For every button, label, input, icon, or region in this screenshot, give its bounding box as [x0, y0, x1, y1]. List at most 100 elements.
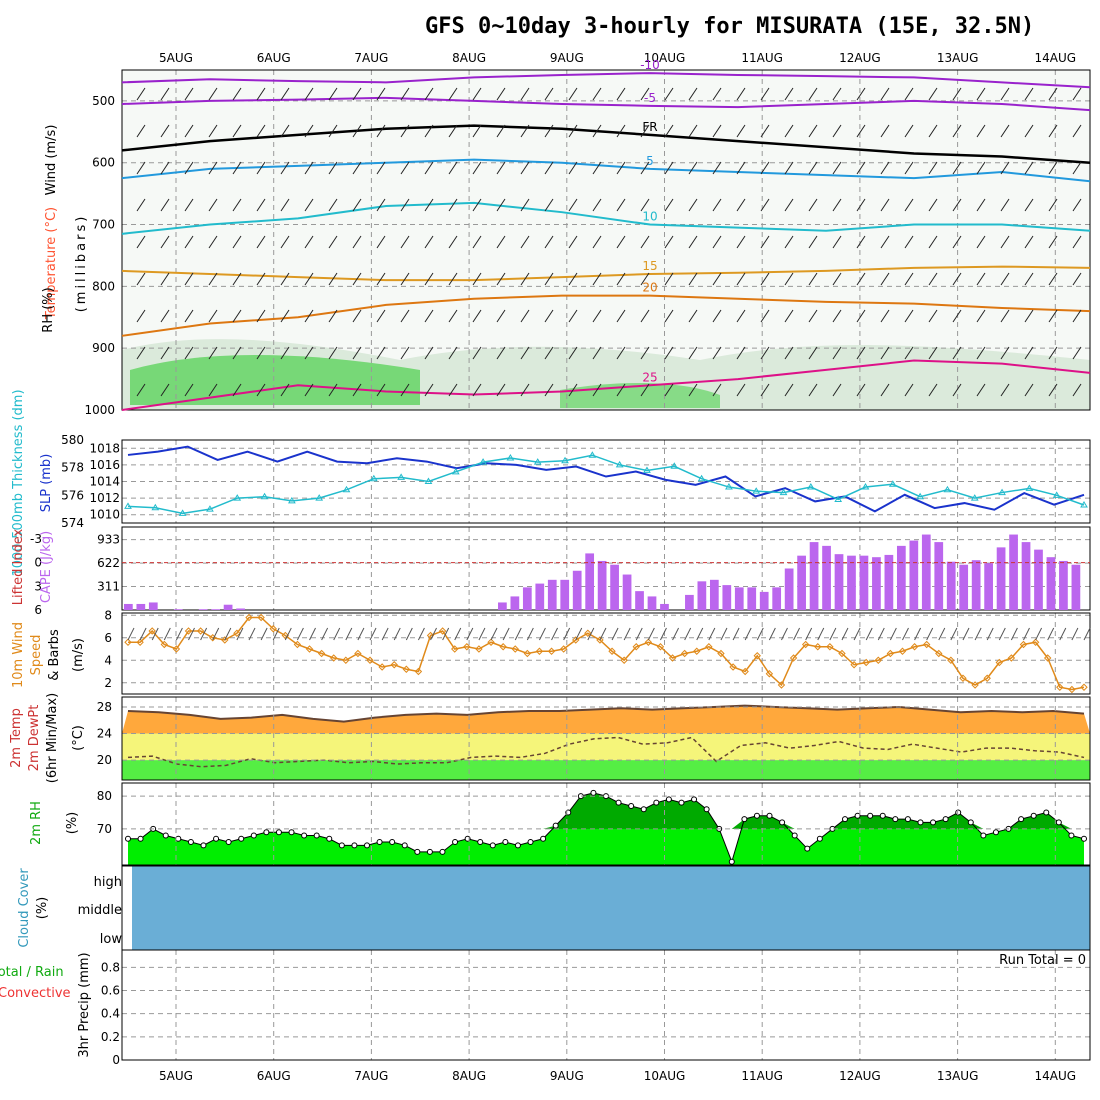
- cape-bar: [884, 554, 894, 610]
- wind-speed-marker: [632, 643, 640, 651]
- wind-barb: [952, 124, 962, 138]
- wind-barb: [938, 627, 946, 641]
- wind-barb: [784, 198, 794, 212]
- wind-barb: [357, 627, 365, 641]
- slp-thickness-panel: 1010 1012 1014 1016 1018 574 576 578 580: [61, 433, 1091, 530]
- wind-barb: [232, 235, 242, 249]
- y-tick-label: 576: [61, 488, 84, 502]
- cape-bar: [734, 587, 744, 610]
- panel-frame: [121, 949, 1091, 1061]
- wind-barb: [328, 87, 338, 101]
- wind-barb: [400, 235, 410, 249]
- wind-speed-marker: [366, 656, 374, 664]
- y-tick-label: 900: [92, 341, 115, 355]
- wind-barb: [1000, 272, 1010, 286]
- wind-barb: [544, 124, 554, 138]
- rh2m-marker: [125, 835, 131, 842]
- wind-barb: [640, 309, 650, 323]
- wind-barb: [304, 383, 314, 397]
- wind-barb: [175, 627, 183, 641]
- rh2m-marker: [967, 819, 974, 826]
- wind-barb: [808, 272, 818, 286]
- wind-barb: [732, 627, 740, 641]
- wind-barb: [856, 383, 866, 397]
- wind-barb: [1024, 235, 1034, 249]
- wind-barb: [448, 346, 458, 360]
- rh2m-marker: [640, 806, 647, 813]
- wind-barb: [568, 272, 578, 286]
- y-tick-label: 4: [104, 653, 112, 667]
- bottom-date-label: 14AUG: [1035, 1069, 1077, 1083]
- wind-barb: [472, 272, 482, 286]
- wind-barb: [856, 272, 866, 286]
- top-date-label: 5AUG: [159, 51, 193, 65]
- cape-bar: [934, 542, 944, 610]
- wind-barb: [856, 198, 866, 212]
- rh2m-marker: [1081, 835, 1087, 842]
- cape-bar: [236, 608, 245, 610]
- wind-barb: [127, 627, 135, 641]
- cape-bar: [148, 602, 158, 610]
- rh2m-marker: [213, 835, 220, 842]
- cape-bar: [211, 609, 220, 610]
- rh2m-marker: [238, 835, 245, 842]
- wind-barb: [232, 198, 242, 212]
- wind-barb: [520, 346, 530, 360]
- y-tick-label: 580: [61, 433, 84, 447]
- y-tick-label: 70: [97, 822, 112, 836]
- wind-barb: [1072, 198, 1082, 212]
- y-tick-label: 800: [92, 279, 115, 293]
- wind-barb: [976, 383, 986, 397]
- cape-bar: [522, 587, 532, 610]
- wind-barb: [568, 235, 578, 249]
- thickness-marker: [779, 488, 788, 496]
- wind-barb: [1024, 161, 1034, 175]
- wind-barb: [808, 309, 818, 323]
- panel-frame: [121, 612, 1091, 695]
- isotherm-label: -10: [640, 58, 660, 72]
- wind-barb: [272, 627, 280, 641]
- y-tick-label: 8: [104, 608, 112, 622]
- wind-barb: [832, 124, 842, 138]
- wind-barb: [952, 235, 962, 249]
- wind-barb: [1072, 235, 1082, 249]
- wind-barb: [184, 124, 194, 138]
- wind-barb: [568, 383, 578, 397]
- wind-barb: [712, 87, 722, 101]
- wind-barb: [163, 627, 171, 641]
- rh2m-marker: [502, 839, 509, 846]
- wind-barb: [841, 627, 849, 641]
- wind-barb: [256, 235, 266, 249]
- thickness-marker: [397, 473, 406, 480]
- wind-barb: [688, 235, 698, 249]
- bottom-date-label: 6AUG: [257, 1069, 291, 1083]
- wind-speed-marker: [172, 645, 181, 653]
- wind-barb: [976, 235, 986, 249]
- y-tick-label: 2: [104, 676, 112, 690]
- wind-barb: [568, 87, 578, 101]
- wind-barb: [1048, 235, 1058, 249]
- wind-speed-marker: [209, 634, 217, 642]
- wind-barb: [760, 346, 770, 360]
- wind-barb: [784, 87, 794, 101]
- wind-barb: [664, 272, 674, 286]
- wind-barb: [1024, 124, 1034, 138]
- thickness-marker: [588, 451, 597, 458]
- wind-barb: [784, 161, 794, 175]
- wind-barb: [304, 198, 314, 212]
- thickness-label: 1000-500mb Thickness (dm): [11, 389, 26, 576]
- thickness-marker: [697, 474, 706, 482]
- y-tick-label: 1000: [84, 403, 115, 417]
- wind-barb: [784, 124, 794, 138]
- wind-barb: [376, 272, 386, 286]
- wind-barb: [696, 627, 704, 641]
- rh2m-marker: [477, 839, 484, 846]
- wind-barb: [712, 272, 722, 286]
- wind-barb: [160, 309, 170, 323]
- thickness-marker: [424, 477, 433, 484]
- wind-barb: [856, 346, 866, 360]
- wind-barb: [832, 161, 842, 175]
- wind-barb: [136, 161, 146, 175]
- wind-barb: [592, 235, 602, 249]
- wind-barb: [880, 124, 890, 138]
